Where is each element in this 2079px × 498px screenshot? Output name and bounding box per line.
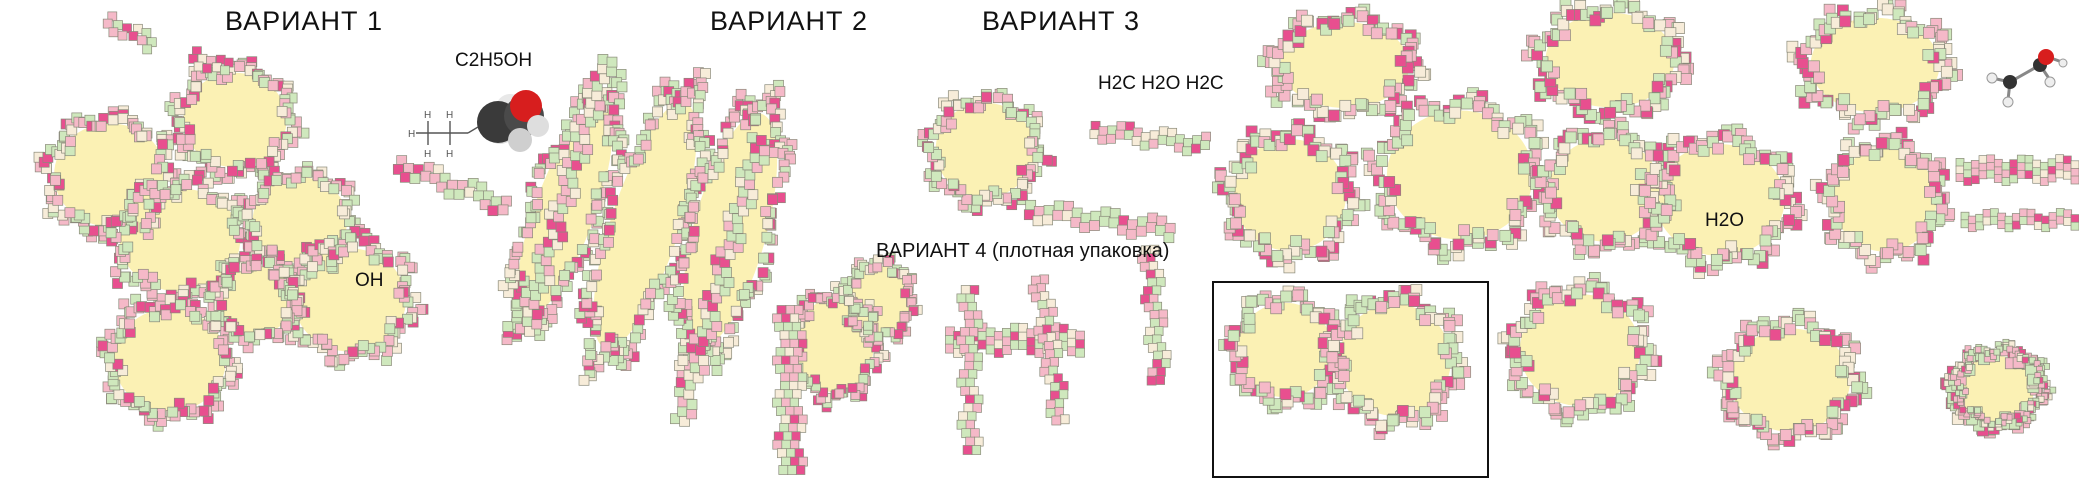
label-variant-4: ВАРИАНТ 4 (плотная упаковка) — [876, 240, 1170, 262]
svg-text:H: H — [424, 149, 431, 160]
cluster-tiles — [33, 0, 2079, 475]
label-water-group: H2O — [1705, 210, 1745, 231]
label-variant-2: ВАРИАНТ 2 — [710, 6, 869, 36]
svg-text:H: H — [446, 149, 453, 160]
ethanol-ball-and-stick-model-icon — [1986, 49, 2068, 108]
svg-text:H: H — [446, 110, 453, 121]
label-ethanol-formula: C2H5OH — [455, 50, 533, 71]
ethanol-space-filling-model-icon — [477, 90, 549, 152]
label-chain-formula: H2C H2O H2C — [1098, 73, 1224, 94]
label-variant-3: ВАРИАНТ 3 — [982, 6, 1141, 36]
highlight-frame — [1212, 281, 1489, 478]
svg-text:H: H — [408, 129, 415, 140]
molecule-icons: H H H H H O — [408, 49, 2068, 160]
label-variant-1: ВАРИАНТ 1 — [225, 6, 384, 36]
label-oh-group: OH — [355, 270, 384, 291]
svg-text:H: H — [424, 110, 431, 121]
ethanol-structural-formula-icon: H H H H H O — [408, 110, 488, 160]
